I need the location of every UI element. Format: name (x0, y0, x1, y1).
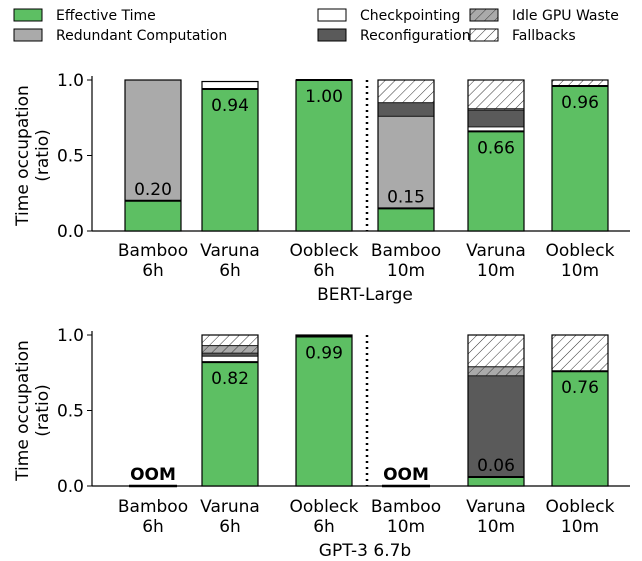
bar-segment-effective (467, 476, 525, 487)
x-tick-label: Varuna (466, 241, 526, 261)
bar-outline (551, 79, 609, 232)
x-tick-label: Oobleck (546, 241, 615, 261)
y-tick-label: 0.0 (57, 477, 84, 497)
legend-swatch-fallback (469, 28, 499, 42)
y-tick-label: 0.5 (57, 147, 84, 167)
x-tick-label: Oobleck (290, 241, 359, 261)
x-tick-label: Varuna (200, 241, 260, 261)
data-label: 0.96 (561, 93, 599, 113)
x-tick-label: 10m (477, 261, 515, 281)
x-tick-label: Bamboo (371, 497, 441, 517)
y-tick-label: 0.0 (57, 222, 84, 242)
data-label: 1.00 (305, 87, 343, 107)
bar-segment-effective (124, 200, 182, 232)
bar-segment-redundant (124, 79, 182, 202)
y-tick-label: 0.5 (57, 402, 84, 422)
legend-label-idle: Idle GPU Waste (512, 8, 619, 24)
bar-segment-idle (201, 345, 259, 354)
bar-outline (377, 79, 435, 232)
legend-label-effective: Effective Time (56, 8, 156, 24)
x-tick-label: 10m (387, 261, 425, 281)
x-tick-label: Oobleck (290, 497, 359, 517)
x-axis-label: GPT-3 6.7b (319, 541, 411, 561)
legend-swatch-checkpoint (317, 8, 347, 22)
y-axis-label-line: (ratio) (33, 384, 53, 436)
y-axis-label: Time occupation(ratio) (13, 340, 53, 482)
bar-outline (201, 334, 259, 487)
x-tick-label: 10m (477, 517, 515, 537)
bar-outline (467, 79, 525, 232)
x-tick-label: 10m (561, 517, 599, 537)
data-label: 0.66 (477, 138, 515, 158)
y-tick-label: 1.0 (57, 326, 84, 346)
bar-segment-effective (467, 130, 525, 232)
y-tick-label: 1.0 (57, 71, 84, 91)
x-tick-label: Bamboo (371, 241, 441, 261)
y-axis-label-line: Time occupation (13, 340, 33, 482)
data-label: 0.99 (305, 344, 343, 364)
x-tick-label: Bamboo (118, 241, 188, 261)
data-label: 0.94 (211, 96, 249, 116)
data-label: 0.20 (134, 180, 172, 200)
bar-segment-fallback (467, 334, 525, 368)
bar-segment-checkpoint (201, 81, 259, 90)
x-tick-label: 6h (142, 517, 164, 537)
oom-label: OOM (383, 465, 429, 485)
bar-segment-fallback (467, 79, 525, 110)
data-label: 0.82 (211, 369, 249, 389)
x-tick-label: 6h (219, 517, 241, 537)
bar-segment-idle (467, 366, 525, 377)
bar-segment-fallback (377, 79, 435, 104)
x-tick-label: 6h (142, 261, 164, 281)
x-tick-label: 6h (313, 261, 335, 281)
legend-swatch-effective (13, 8, 43, 22)
legend-label-reconfig: Reconfiguration (360, 28, 471, 44)
legend: Effective Time Redundant Computation Check… (13, 8, 619, 44)
bar-segment-reconfig (467, 375, 525, 478)
bar-outline (551, 334, 609, 487)
x-tick-label: 10m (561, 261, 599, 281)
bar-segment-fallback (201, 334, 259, 347)
legend-label-fallback: Fallbacks (512, 28, 576, 44)
bar-segment-reconfig (377, 102, 435, 117)
x-tick-label: Bamboo (118, 497, 188, 517)
bar-segment-effective (551, 370, 609, 487)
bar-segment-reconfig (467, 109, 525, 128)
bar-segment-effective (201, 88, 259, 232)
legend-swatch-redundant (13, 28, 43, 42)
bar-outline (124, 79, 182, 232)
x-axis-label: BERT-Large (317, 285, 413, 305)
bar-outline (201, 80, 259, 232)
bar-segment-effective (377, 207, 435, 232)
x-tick-label: Oobleck (546, 497, 615, 517)
x-tick-label: Varuna (200, 497, 260, 517)
bar-segment-fallback (551, 334, 609, 372)
data-label: 0.15 (387, 187, 425, 207)
y-axis-label: Time occupation(ratio) (13, 85, 53, 227)
oom-label: OOM (130, 465, 176, 485)
legend-swatch-reconfig (317, 28, 347, 42)
legend-label-redundant: Redundant Computation (56, 28, 227, 44)
legend-label-checkpoint: Checkpointing (360, 8, 460, 24)
bar-outline (467, 334, 525, 487)
data-label: 0.06 (477, 456, 515, 476)
data-label: 0.76 (561, 378, 599, 398)
x-tick-label: Varuna (466, 497, 526, 517)
x-tick-label: 6h (219, 261, 241, 281)
legend-swatch-idle (469, 8, 499, 22)
y-axis-label-line: Time occupation (13, 85, 33, 227)
bar-outline (295, 334, 353, 487)
x-tick-label: 6h (313, 517, 335, 537)
x-tick-label: 10m (387, 517, 425, 537)
y-axis-label-line: (ratio) (33, 129, 53, 181)
